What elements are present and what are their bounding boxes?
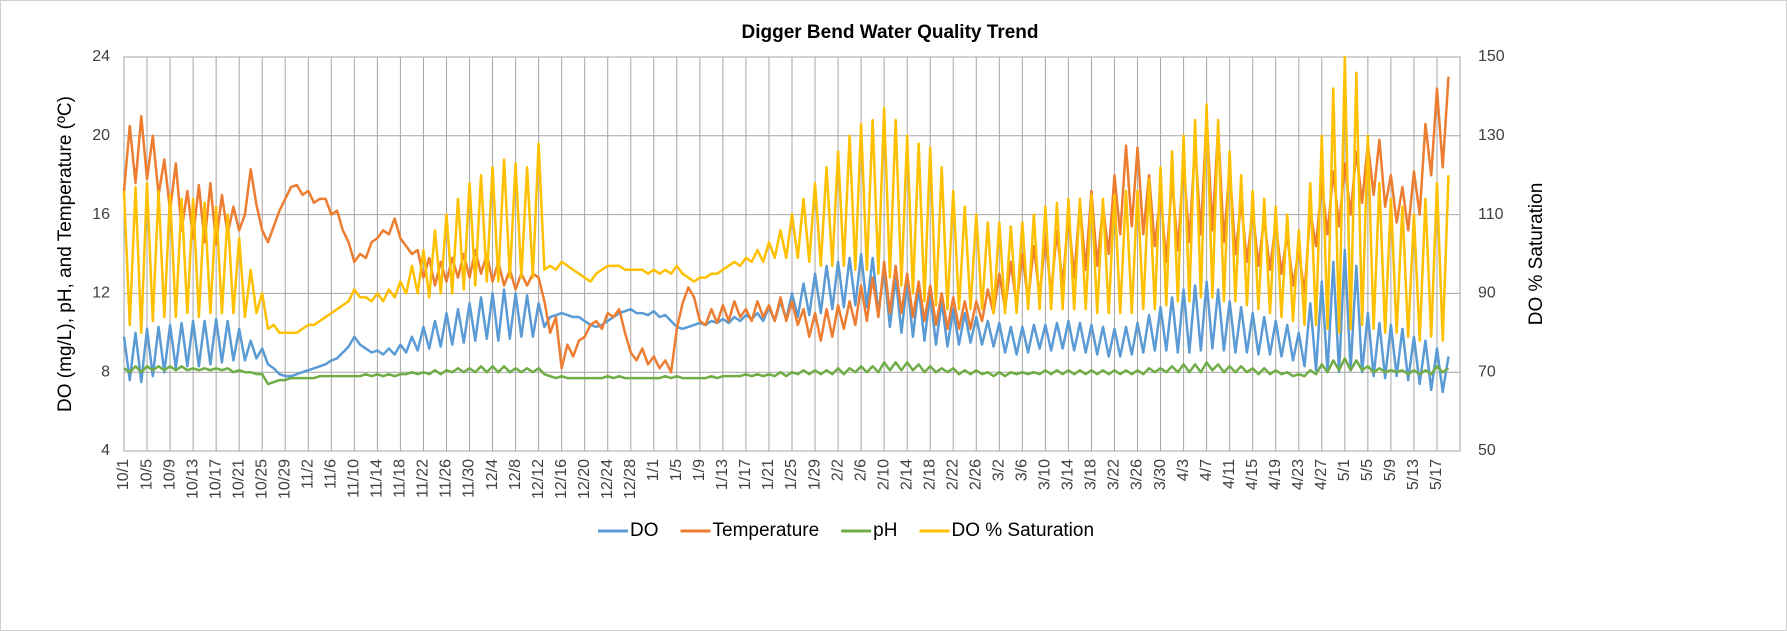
x-tick-label: 10/25 bbox=[253, 459, 270, 499]
y2-tick-label: 150 bbox=[1478, 48, 1505, 65]
x-tick-label: 3/10 bbox=[1037, 459, 1054, 490]
y-tick-label: 4 bbox=[101, 442, 110, 459]
x-tick-label: 1/5 bbox=[668, 459, 685, 481]
x-tick-label: 11/10 bbox=[346, 459, 363, 498]
y2-tick-label: 90 bbox=[1478, 285, 1496, 302]
x-tick-label: 4/7 bbox=[1198, 459, 1215, 481]
x-tick-label: 10/1 bbox=[115, 459, 132, 490]
x-tick-label: 3/22 bbox=[1106, 459, 1123, 490]
x-tick-label: 2/10 bbox=[875, 459, 892, 490]
y2-tick-label: 50 bbox=[1478, 442, 1496, 459]
x-tick-label: 12/24 bbox=[599, 459, 616, 499]
x-tick-label: 2/26 bbox=[967, 459, 984, 490]
x-tick-label: 11/6 bbox=[323, 459, 340, 489]
x-tick-label: 1/21 bbox=[760, 459, 777, 490]
x-tick-label: 11/26 bbox=[438, 459, 455, 498]
x-tick-label: 2/14 bbox=[898, 459, 915, 490]
legend: DO Temperature pH DO % Saturation bbox=[598, 520, 1094, 541]
y-tick-label: 16 bbox=[92, 206, 110, 223]
x-tick-label: 2/18 bbox=[921, 459, 938, 490]
x-tick-label: 2/6 bbox=[852, 459, 869, 481]
x-tick-label: 10/17 bbox=[207, 459, 224, 499]
x-tick-label: 12/12 bbox=[530, 459, 547, 499]
y-tick-label: 12 bbox=[92, 285, 110, 302]
x-tick-label: 5/5 bbox=[1359, 459, 1376, 481]
x-tick-label: 11/30 bbox=[461, 459, 478, 498]
legend-label: DO bbox=[630, 520, 659, 541]
y-tick-label: 20 bbox=[92, 127, 110, 144]
x-tick-label: 1/17 bbox=[737, 459, 754, 490]
legend-label: Temperature bbox=[713, 520, 820, 541]
x-tick-label: 5/9 bbox=[1382, 459, 1399, 481]
x-tick-label: 4/23 bbox=[1290, 459, 1307, 490]
legend-label: DO % Saturation bbox=[951, 520, 1094, 541]
plot-border bbox=[123, 56, 1461, 452]
x-tick-label: 2/2 bbox=[829, 459, 846, 481]
x-tick-label: 10/9 bbox=[161, 459, 178, 490]
x-tick-label: 12/28 bbox=[622, 459, 639, 499]
series-line bbox=[123, 357, 1450, 386]
y2-tick-label: 70 bbox=[1478, 363, 1496, 380]
legend-label: pH bbox=[873, 520, 897, 541]
y2-tick-label: 130 bbox=[1478, 127, 1505, 144]
x-tick-label: 12/8 bbox=[507, 459, 524, 490]
x-tick-label: 4/3 bbox=[1175, 459, 1192, 481]
x-tick-label: 3/2 bbox=[991, 459, 1008, 481]
x-tick-label: 11/18 bbox=[392, 459, 409, 498]
x-tick-label: 1/29 bbox=[806, 459, 823, 490]
x-tick-label: 10/5 bbox=[138, 459, 155, 490]
x-tick-label: 5/1 bbox=[1336, 459, 1353, 481]
x-tick-label: 12/20 bbox=[576, 459, 593, 499]
y-axis-title: DO (mg/L), pH, and Temperature (ºC) bbox=[55, 96, 76, 412]
x-tick-label: 3/6 bbox=[1014, 459, 1031, 481]
x-tick-label: 1/9 bbox=[691, 459, 708, 481]
x-tick-label: 11/22 bbox=[415, 459, 432, 498]
y-tick-label: 8 bbox=[101, 363, 110, 380]
x-tick-label: 2/22 bbox=[944, 459, 961, 490]
x-tick-label: 3/18 bbox=[1083, 459, 1100, 490]
x-tick-label: 10/13 bbox=[184, 459, 201, 499]
chart-title: Digger Bend Water Quality Trend bbox=[741, 22, 1038, 43]
x-tick-label: 11/2 bbox=[299, 459, 316, 489]
x-tick-label: 4/15 bbox=[1244, 459, 1261, 490]
x-tick-label: 5/17 bbox=[1428, 459, 1445, 490]
x-tick-label: 12/4 bbox=[484, 459, 501, 490]
x-tick-label: 4/19 bbox=[1267, 459, 1284, 490]
x-tick-label: 3/14 bbox=[1060, 459, 1077, 490]
series-line bbox=[122, 55, 1450, 342]
x-tick-label: 5/13 bbox=[1405, 459, 1422, 490]
x-tick-label: 4/27 bbox=[1313, 459, 1330, 490]
y2-tick-label: 110 bbox=[1478, 206, 1504, 223]
x-tick-label: 10/29 bbox=[276, 459, 293, 499]
x-tick-label: 1/25 bbox=[783, 459, 800, 490]
x-tick-label: 4/11 bbox=[1221, 459, 1238, 489]
x-tick-label: 1/13 bbox=[714, 459, 731, 490]
y2-axis-title: DO % Saturation bbox=[1526, 183, 1547, 326]
x-tick-label: 12/16 bbox=[553, 459, 570, 499]
y-tick-label: 24 bbox=[92, 48, 110, 65]
x-tick-label: 11/14 bbox=[369, 459, 386, 498]
x-tick-label: 3/30 bbox=[1152, 459, 1169, 490]
x-tick-label: 10/21 bbox=[230, 459, 247, 499]
x-tick-label: 1/1 bbox=[645, 459, 662, 481]
x-tick-label: 3/26 bbox=[1129, 459, 1146, 490]
